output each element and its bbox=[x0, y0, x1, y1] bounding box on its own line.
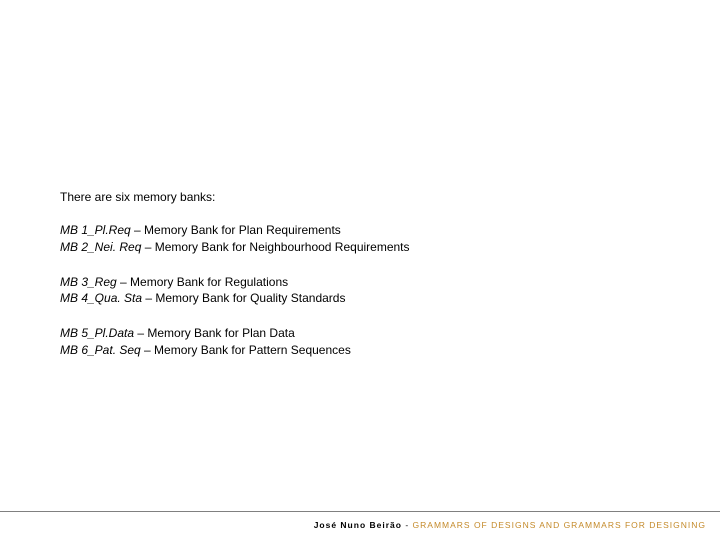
mb-desc: – Memory Bank for Pattern Sequences bbox=[141, 343, 351, 357]
memory-bank-line: MB 3_Reg – Memory Bank for Regulations bbox=[60, 274, 660, 291]
mb-code: MB 1_Pl.Req bbox=[60, 223, 131, 237]
mb-code: MB 4_Qua. Sta bbox=[60, 291, 142, 305]
group-3: MB 5_Pl.Data – Memory Bank for Plan Data… bbox=[60, 325, 660, 359]
memory-bank-line: MB 6_Pat. Seq – Memory Bank for Pattern … bbox=[60, 342, 660, 359]
group-2: MB 3_Reg – Memory Bank for Regulations M… bbox=[60, 274, 660, 308]
footer-divider bbox=[0, 511, 720, 512]
slide-content: There are six memory banks: MB 1_Pl.Req … bbox=[60, 190, 660, 377]
mb-code: MB 5_Pl.Data bbox=[60, 326, 134, 340]
memory-bank-line: MB 4_Qua. Sta – Memory Bank for Quality … bbox=[60, 290, 660, 307]
group-1: MB 1_Pl.Req – Memory Bank for Plan Requi… bbox=[60, 222, 660, 256]
mb-desc: – Memory Bank for Plan Data bbox=[134, 326, 295, 340]
footer-title: GRAMMARS OF DESIGNS AND GRAMMARS FOR DES… bbox=[413, 520, 706, 530]
footer: José Nuno Beirão - GRAMMARS OF DESIGNS A… bbox=[314, 520, 706, 530]
mb-desc: – Memory Bank for Regulations bbox=[117, 275, 288, 289]
footer-author: José Nuno Beirão bbox=[314, 520, 402, 530]
mb-desc: – Memory Bank for Plan Requirements bbox=[131, 223, 341, 237]
memory-bank-line: MB 2_Nei. Req – Memory Bank for Neighbou… bbox=[60, 239, 660, 256]
memory-bank-line: MB 1_Pl.Req – Memory Bank for Plan Requi… bbox=[60, 222, 660, 239]
mb-code: MB 2_Nei. Req bbox=[60, 240, 141, 254]
mb-code: MB 3_Reg bbox=[60, 275, 117, 289]
mb-code: MB 6_Pat. Seq bbox=[60, 343, 141, 357]
mb-desc: – Memory Bank for Neighbourhood Requirem… bbox=[141, 240, 409, 254]
intro-text: There are six memory banks: bbox=[60, 190, 660, 204]
footer-separator: - bbox=[402, 520, 413, 530]
mb-desc: – Memory Bank for Quality Standards bbox=[142, 291, 345, 305]
memory-bank-line: MB 5_Pl.Data – Memory Bank for Plan Data bbox=[60, 325, 660, 342]
